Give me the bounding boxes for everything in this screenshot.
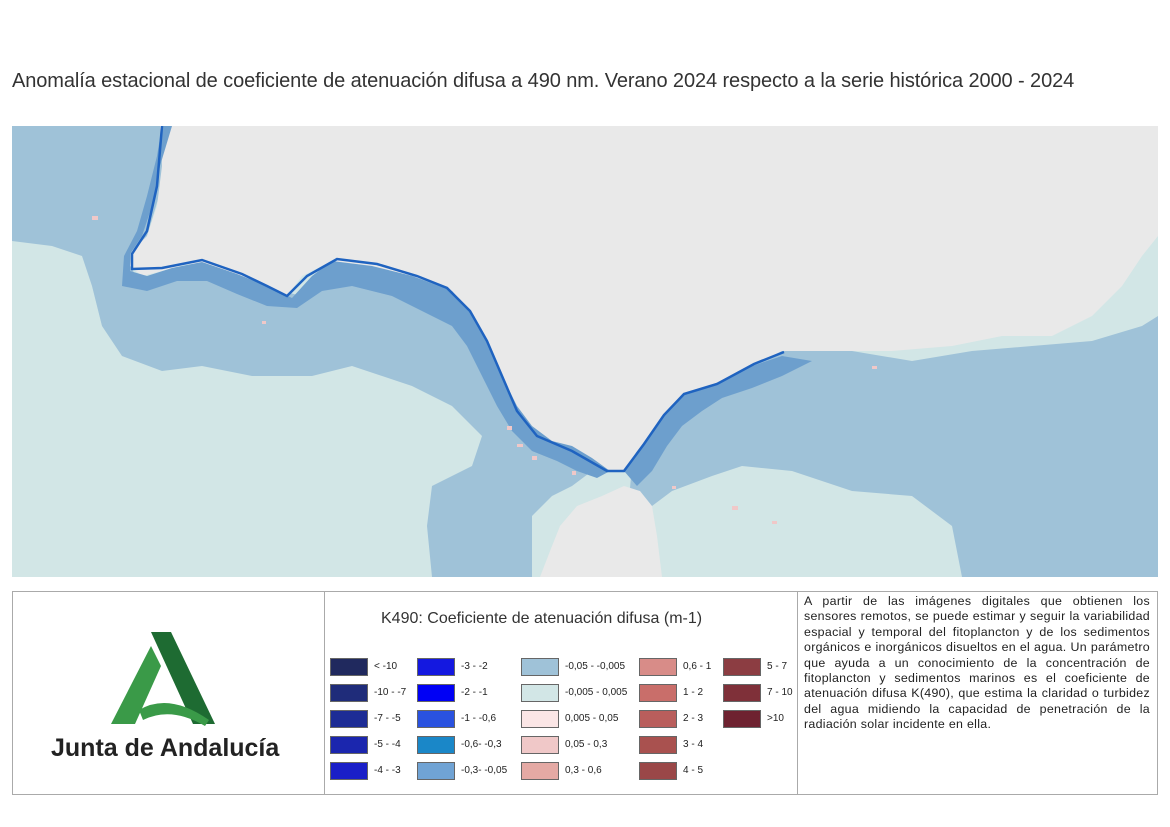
legend-item: 0,05 - 0,3 [521, 736, 627, 762]
anomaly-map [12, 126, 1158, 577]
legend-swatch [723, 684, 761, 702]
legend-column: 0,6 - 1 1 - 2 2 - 3 3 - 4 4 - 5 [639, 658, 711, 788]
description-panel: A partir de las imágenes digitales que o… [798, 592, 1157, 794]
legend-label: -3 - -2 [461, 661, 488, 672]
legend-item: -0,6- -0,3 [417, 736, 507, 762]
legend-item: -0,005 - 0,005 [521, 684, 627, 710]
legend-item: -1 - -0,6 [417, 710, 507, 736]
legend-label: 0,6 - 1 [683, 661, 712, 672]
legend-label: -0,6- -0,3 [461, 739, 502, 750]
legend-label: 4 - 5 [683, 765, 704, 776]
legend-label: < -10 [374, 661, 398, 672]
legend-swatch [417, 684, 455, 702]
legend-item: -3 - -2 [417, 658, 507, 684]
legend-swatch [521, 736, 559, 754]
legend-item: 5 - 7 [723, 658, 793, 684]
legend-item: 0,6 - 1 [639, 658, 711, 684]
map-canvas [12, 126, 1158, 577]
legend-swatch [330, 684, 368, 702]
legend-swatch [723, 710, 761, 728]
legend-item: -10 - -7 [330, 684, 406, 710]
legend-panel: K490: Coeficiente de atenuación difusa (… [325, 592, 798, 794]
legend-swatch [639, 684, 677, 702]
logo-text: Junta de Andalucía [51, 734, 280, 762]
legend-item: 7 - 10 [723, 684, 793, 710]
legend-swatch [639, 762, 677, 780]
legend-swatch [521, 684, 559, 702]
land-iberia [130, 126, 1158, 471]
description-text: A partir de las imágenes digitales que o… [804, 594, 1150, 732]
legend-item: -4 - -3 [330, 762, 406, 788]
legend-column: -3 - -2 -2 - -1 -1 - -0,6 -0,6- -0,3 -0,3- -… [417, 658, 507, 788]
legend-item: -7 - -5 [330, 710, 406, 736]
legend-swatch [521, 710, 559, 728]
land-north-africa [540, 486, 662, 577]
legend-swatch [330, 736, 368, 754]
legend-swatch [521, 658, 559, 676]
legend-item: 1 - 2 [639, 684, 711, 710]
legend-item: 4 - 5 [639, 762, 711, 788]
legend-swatch [417, 736, 455, 754]
legend-label: -0,005 - 0,005 [565, 687, 628, 698]
legend-swatch [639, 710, 677, 728]
legend-label: 0,3 - 0,6 [565, 765, 602, 776]
legend-title: K490: Coeficiente de atenuación difusa (… [381, 610, 703, 627]
legend-swatch [639, 658, 677, 676]
legend-label: 7 - 10 [767, 687, 793, 698]
legend-label: 2 - 3 [683, 713, 704, 724]
legend-item: -2 - -1 [417, 684, 507, 710]
legend-swatch [330, 762, 368, 780]
map-footer: Junta de Andalucía K490: Coeficiente de … [12, 591, 1158, 795]
legend-swatch [417, 710, 455, 728]
legend-item: < -10 [330, 658, 406, 684]
legend-label: -10 - -7 [374, 687, 407, 698]
legend-swatch [521, 762, 559, 780]
coastline [130, 126, 785, 473]
legend-item: 3 - 4 [639, 736, 711, 762]
legend-item: 0,005 - 0,05 [521, 710, 627, 736]
legend-label: -0,05 - -0,005 [565, 661, 626, 672]
legend-label: -2 - -1 [461, 687, 488, 698]
junta-andalucia-logo-icon [111, 632, 215, 726]
legend-item: 0,3 - 0,6 [521, 762, 627, 788]
legend-swatch [417, 658, 455, 676]
legend-item: -0,3- -0,05 [417, 762, 507, 788]
legend-label: 0,05 - 0,3 [565, 739, 608, 750]
coastal-band-east [624, 356, 812, 486]
legend-label: 1 - 2 [683, 687, 704, 698]
legend-label: -7 - -5 [374, 713, 401, 724]
legend-swatch [639, 736, 677, 754]
legend-label: 5 - 7 [767, 661, 788, 672]
legend-label: -0,3- -0,05 [461, 765, 508, 776]
offshore-water-west [12, 126, 592, 577]
legend-item: >10 [723, 710, 793, 736]
legend-label: 0,005 - 0,05 [565, 713, 619, 724]
legend-label: -1 - -0,6 [461, 713, 497, 724]
legend-column: < -10 -10 - -7 -7 - -5 -5 - -4 -4 - -3 [330, 658, 406, 788]
legend-item: -0,05 - -0,005 [521, 658, 627, 684]
legend-label: >10 [767, 713, 784, 724]
legend-label: -5 - -4 [374, 739, 401, 750]
legend-label: -4 - -3 [374, 765, 401, 776]
legend-swatch [330, 658, 368, 676]
legend-column: -0,05 - -0,005 -0,005 - 0,005 0,005 - 0,05… [521, 658, 627, 788]
logo-panel: Junta de Andalucía [13, 592, 325, 794]
legend-swatch [723, 658, 761, 676]
legend-item: -5 - -4 [330, 736, 406, 762]
legend-swatch [330, 710, 368, 728]
legend-label: 3 - 4 [683, 739, 704, 750]
legend-swatch [417, 762, 455, 780]
legend-item: 2 - 3 [639, 710, 711, 736]
legend-column: 5 - 7 7 - 10 >10 [723, 658, 793, 736]
positive-anomaly-patches [92, 216, 877, 524]
map-title: Anomalía estacional de coeficiente de at… [12, 70, 1075, 92]
